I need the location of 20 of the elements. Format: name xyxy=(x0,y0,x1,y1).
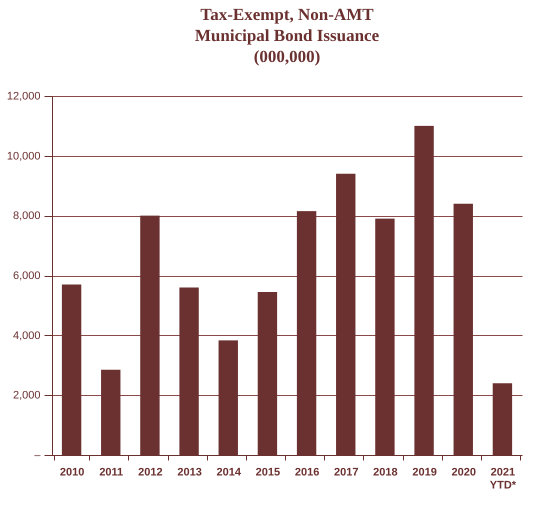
x-tick-label: 2021 YTD* xyxy=(490,466,517,492)
y-tick-label: 4,000 xyxy=(12,330,40,342)
y-tick-label: 2,000 xyxy=(12,390,40,402)
x-tick-label: 2017 xyxy=(334,466,358,478)
x-tick-label: 2018 xyxy=(373,466,398,478)
y-tick-label: 12,000 xyxy=(6,90,40,102)
y-tick-label: 8,000 xyxy=(12,210,40,222)
y-tick-label: – xyxy=(34,450,42,462)
x-tick-label: 2012 xyxy=(138,466,163,478)
x-tick-label: 2011 xyxy=(99,466,124,478)
x-tick-label: 2013 xyxy=(177,466,202,478)
x-tick-label: 2019 xyxy=(412,466,437,478)
chart-title: Tax-Exempt, Non-AMT Municipal Bond Issuance (000,000) xyxy=(194,5,380,66)
x-tick-label: 2014 xyxy=(216,466,242,478)
x-tick-label: 2016 xyxy=(294,466,320,478)
x-tick-label: 2010 xyxy=(60,466,84,478)
x-tick-label: 2020 xyxy=(452,466,476,478)
y-tick-label: 6,000 xyxy=(12,270,40,282)
x-tick-label: 2015 xyxy=(256,466,280,478)
y-tick-label: 10,000 xyxy=(6,150,40,162)
